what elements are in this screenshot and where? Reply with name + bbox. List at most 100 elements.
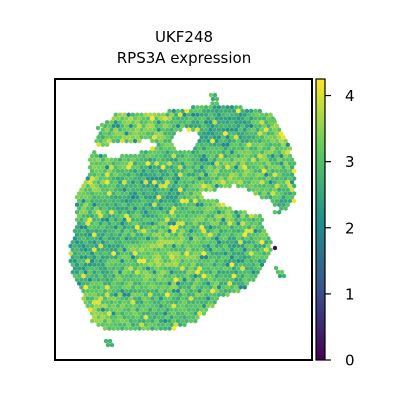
expression-spot	[139, 164, 144, 170]
expression-spot	[184, 153, 189, 159]
expression-spot	[186, 217, 191, 223]
expression-spot	[191, 127, 196, 133]
expression-spot	[150, 183, 155, 189]
expression-spot	[186, 127, 191, 133]
expression-spot	[201, 116, 206, 121]
expression-spot	[199, 224, 204, 230]
expression-spot	[244, 176, 249, 181]
expression-spot	[130, 164, 136, 170]
expression-spot	[148, 322, 153, 328]
expression-spot	[208, 164, 213, 170]
expression-spot	[225, 104, 230, 110]
expression-spot	[163, 303, 168, 309]
expression-spot	[259, 134, 265, 140]
expression-spot	[130, 187, 136, 193]
expression-spot	[229, 134, 234, 140]
expression-spot	[201, 131, 206, 136]
expression-spot	[137, 176, 142, 181]
expression-spot	[285, 157, 290, 163]
expression-spot	[208, 142, 213, 148]
expression-spot	[236, 146, 241, 151]
expression-spot	[255, 119, 260, 125]
expression-spot	[180, 243, 185, 249]
expression-spot	[184, 161, 189, 166]
expression-spot	[236, 228, 241, 234]
expression-spot	[223, 168, 228, 174]
expression-spot	[115, 266, 120, 271]
expression-spot	[160, 269, 166, 275]
expression-spot	[188, 266, 194, 271]
expression-spot	[178, 284, 183, 290]
expression-spot	[135, 112, 140, 118]
expression-spot	[148, 127, 153, 133]
expression-spot	[180, 236, 185, 241]
expression-spot	[128, 161, 133, 166]
expression-spot	[139, 187, 144, 193]
expression-spot	[201, 108, 206, 114]
expression-spot	[143, 314, 148, 320]
expression-spot	[229, 164, 234, 170]
expression-spot	[240, 183, 245, 189]
expression-spot	[156, 224, 161, 230]
expression-spot	[285, 194, 290, 200]
expression-spot	[184, 206, 189, 211]
expression-spot	[176, 183, 181, 189]
expression-spot	[94, 318, 99, 324]
expression-spot	[70, 247, 75, 253]
expression-spot	[100, 322, 105, 328]
expression-spot	[133, 131, 138, 136]
expression-spot	[236, 266, 241, 271]
expression-spot	[182, 187, 187, 193]
expression-spot	[195, 104, 200, 110]
expression-spot	[98, 303, 103, 309]
expression-spot	[100, 307, 105, 313]
expression-spot	[188, 108, 194, 114]
expression-spot	[253, 213, 258, 219]
expression-spot	[160, 239, 166, 245]
expression-spot	[143, 157, 148, 163]
expression-spot	[152, 247, 157, 253]
expression-spot	[90, 168, 95, 174]
expression-spot	[133, 138, 138, 144]
expression-spot	[197, 116, 202, 121]
expression-spot	[113, 112, 118, 118]
expression-spot	[143, 119, 148, 125]
expression-spot	[160, 299, 166, 305]
expression-spot	[283, 206, 288, 211]
expression-spot	[98, 288, 103, 294]
expression-spot	[273, 265, 279, 271]
expression-spot	[212, 187, 217, 193]
expression-spot	[122, 232, 127, 238]
expression-spot	[139, 224, 144, 230]
expression-spot	[163, 281, 168, 286]
expression-spot	[281, 164, 286, 170]
expression-spot	[193, 251, 198, 256]
expression-spot	[90, 206, 95, 211]
plot-frame	[54, 78, 313, 361]
expression-spot	[171, 176, 176, 181]
expression-spot	[117, 284, 123, 290]
expression-spot	[111, 138, 116, 144]
expression-spot	[167, 296, 172, 301]
expression-spot	[141, 251, 146, 256]
expression-spot	[238, 112, 243, 118]
expression-spot	[242, 232, 247, 238]
expression-spot	[90, 228, 95, 234]
expression-spot	[98, 176, 103, 181]
expression-spot	[268, 164, 273, 170]
expression-spot	[216, 239, 222, 245]
expression-spot	[117, 224, 123, 230]
expression-spot	[83, 247, 88, 253]
expression-spot	[148, 239, 153, 245]
expression-spot	[197, 176, 202, 181]
expression-spot	[240, 116, 245, 121]
expression-spot	[139, 262, 144, 268]
expression-spot	[79, 232, 84, 238]
expression-spot	[148, 217, 153, 223]
expression-spot	[120, 206, 125, 211]
expression-spot	[90, 273, 95, 279]
expression-spot	[277, 202, 282, 208]
expression-spot	[173, 119, 179, 125]
expression-spot	[102, 183, 108, 189]
expression-spot	[169, 277, 174, 283]
